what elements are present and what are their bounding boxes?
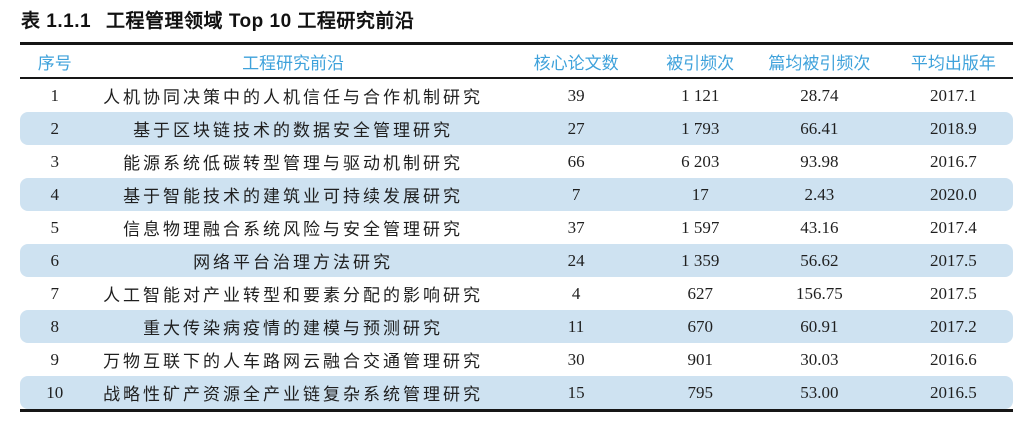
cell-avg-pub-year: 2020.0 xyxy=(893,178,1013,211)
cell-front-name: 人机协同决策中的人机信任与合作机制研究 xyxy=(103,88,484,107)
table-row: 5 信息物理融合系统风险与安全管理研究 37 1 597 43.16 2017.… xyxy=(20,211,1013,244)
cell-avg-pub-year: 2016.5 xyxy=(893,376,1013,409)
cell-citations-per-paper: 53.00 xyxy=(744,376,894,409)
cell-citations-per-paper: 30.03 xyxy=(800,349,839,369)
cell-citations: 1 359 xyxy=(655,244,745,277)
cell-citations-per-paper: 56.62 xyxy=(744,244,894,277)
table-row: 4 基于智能技术的建筑业可持续发展研究 7 17 2.43 2020.0 xyxy=(20,178,1013,211)
cell-rank: 1 xyxy=(50,85,60,105)
cell-rank: 9 xyxy=(50,349,60,369)
column-header-rank: 序号 xyxy=(20,45,90,79)
cell-core-papers: 24 xyxy=(496,244,656,277)
cell-front-name: 基于区块链技术的数据安全管理研究 xyxy=(89,112,497,145)
cell-citations-per-paper: 43.16 xyxy=(800,217,839,237)
cell-core-papers: 37 xyxy=(567,217,585,237)
cell-citations: 1 793 xyxy=(655,112,745,145)
cell-rank: 3 xyxy=(50,151,60,171)
cell-citations: 6 203 xyxy=(681,151,720,171)
cell-citations-per-paper: 2.43 xyxy=(744,178,894,211)
cell-front-name: 战略性矿产资源全产业链复杂系统管理研究 xyxy=(89,376,497,409)
column-header-avg-pub-year: 平均出版年 xyxy=(893,45,1013,79)
table-row: 7 人工智能对产业转型和要素分配的影响研究 4 627 156.75 2017.… xyxy=(20,277,1013,310)
table-row: 2 基于区块链技术的数据安全管理研究 27 1 793 66.41 2018.9 xyxy=(20,112,1013,145)
cell-citations-per-paper: 93.98 xyxy=(800,151,839,171)
cell-citations: 901 xyxy=(687,349,713,369)
cell-core-papers: 4 xyxy=(571,283,581,303)
column-header-front: 工程研究前沿 xyxy=(89,45,497,79)
table-body: 1 人机协同决策中的人机信任与合作机制研究 39 1 121 28.74 201… xyxy=(20,79,1013,409)
table-row: 10 战略性矿产资源全产业链复杂系统管理研究 15 795 53.00 2016… xyxy=(20,376,1013,409)
research-fronts-table: 序号 工程研究前沿 核心论文数 被引频次 篇均被引频次 平均出版年 1 人机协同… xyxy=(20,42,1013,412)
cell-avg-pub-year: 2017.5 xyxy=(893,244,1013,277)
cell-front-name: 网络平台治理方法研究 xyxy=(89,244,497,277)
header-row: 序号 工程研究前沿 核心论文数 被引频次 篇均被引频次 平均出版年 xyxy=(20,45,1013,79)
table-row: 8 重大传染病疫情的建模与预测研究 11 670 60.91 2017.2 xyxy=(20,310,1013,343)
cell-rank: 2 xyxy=(20,112,90,145)
cell-front-name: 人工智能对产业转型和要素分配的影响研究 xyxy=(103,286,484,305)
table-row: 6 网络平台治理方法研究 24 1 359 56.62 2017.5 xyxy=(20,244,1013,277)
cell-citations: 1 121 xyxy=(681,85,720,105)
cell-core-papers: 11 xyxy=(496,310,656,343)
cell-core-papers: 15 xyxy=(496,376,656,409)
cell-front-name: 信息物理融合系统风险与安全管理研究 xyxy=(123,220,464,239)
cell-avg-pub-year: 2016.7 xyxy=(930,151,977,171)
table-row: 3 能源系统低碳转型管理与驱动机制研究 66 6 203 93.98 2016.… xyxy=(20,145,1013,178)
cell-rank: 4 xyxy=(20,178,90,211)
table-row: 1 人机协同决策中的人机信任与合作机制研究 39 1 121 28.74 201… xyxy=(20,79,1013,112)
cell-rank: 10 xyxy=(20,376,90,409)
table-number: 表 1.1.1 xyxy=(21,11,92,32)
cell-front-name: 基于智能技术的建筑业可持续发展研究 xyxy=(89,178,497,211)
cell-citations: 17 xyxy=(655,178,745,211)
cell-citations-per-paper: 28.74 xyxy=(800,85,839,105)
cell-citations-per-paper: 66.41 xyxy=(744,112,894,145)
cell-avg-pub-year: 2018.9 xyxy=(893,112,1013,145)
cell-citations-per-paper: 156.75 xyxy=(795,283,843,303)
cell-rank: 5 xyxy=(50,217,60,237)
cell-core-papers: 66 xyxy=(567,151,585,171)
table-title: 工程管理领域 Top 10 工程研究前沿 xyxy=(106,11,415,32)
cell-avg-pub-year: 2017.1 xyxy=(930,85,977,105)
cell-rank: 6 xyxy=(20,244,90,277)
column-header-citations: 被引频次 xyxy=(655,45,745,79)
cell-citations: 627 xyxy=(687,283,713,303)
cell-avg-pub-year: 2017.4 xyxy=(930,217,977,237)
column-header-core-papers: 核心论文数 xyxy=(496,45,656,79)
cell-front-name: 能源系统低碳转型管理与驱动机制研究 xyxy=(123,154,464,173)
column-header-citations-per-paper: 篇均被引频次 xyxy=(744,45,894,79)
table-caption: 表 1.1.1 工程管理领域 Top 10 工程研究前沿 xyxy=(20,7,1013,42)
cell-front-name: 重大传染病疫情的建模与预测研究 xyxy=(89,310,497,343)
cell-rank: 7 xyxy=(50,283,60,303)
cell-citations: 670 xyxy=(655,310,745,343)
cell-avg-pub-year: 2017.2 xyxy=(893,310,1013,343)
document-page: 表 1.1.1 工程管理领域 Top 10 工程研究前沿 序号 工程研究前沿 核心… xyxy=(20,7,1013,412)
cell-citations: 1 597 xyxy=(681,217,720,237)
cell-core-papers: 30 xyxy=(567,349,585,369)
cell-rank: 8 xyxy=(20,310,90,343)
cell-core-papers: 39 xyxy=(567,85,585,105)
cell-citations: 795 xyxy=(655,376,745,409)
cell-avg-pub-year: 2017.5 xyxy=(930,283,977,303)
cell-core-papers: 7 xyxy=(496,178,656,211)
cell-front-name: 万物互联下的人车路网云融合交通管理研究 xyxy=(103,352,484,371)
cell-avg-pub-year: 2016.6 xyxy=(930,349,977,369)
cell-core-papers: 27 xyxy=(496,112,656,145)
cell-citations-per-paper: 60.91 xyxy=(744,310,894,343)
table-row: 9 万物互联下的人车路网云融合交通管理研究 30 901 30.03 2016.… xyxy=(20,343,1013,376)
